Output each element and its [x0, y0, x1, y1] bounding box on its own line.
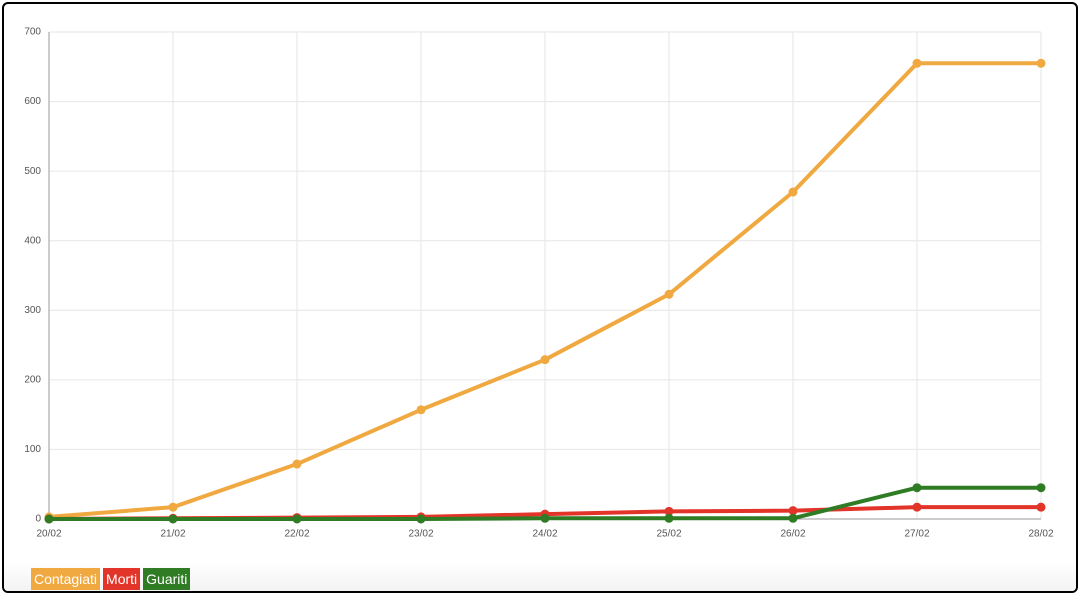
data-point	[540, 513, 550, 523]
legend-entry[interactable]: Guariti	[143, 568, 191, 590]
data-point	[1036, 58, 1046, 68]
x-tick-label: 27/02	[904, 529, 929, 540]
legend: Contagiati Morti Guariti	[31, 568, 191, 590]
legend-entry[interactable]: Morti	[103, 568, 141, 590]
data-point	[44, 514, 54, 524]
y-tick-label: 500	[24, 166, 41, 177]
x-tick-label: 23/02	[408, 529, 433, 540]
data-point	[292, 514, 302, 524]
x-tick-label: 20/02	[36, 529, 61, 540]
x-tick-label: 21/02	[160, 529, 185, 540]
data-point	[912, 483, 922, 493]
legend-entry[interactable]: Contagiati	[31, 568, 101, 590]
data-point	[168, 514, 178, 524]
data-point	[416, 514, 426, 524]
data-point	[1036, 483, 1046, 493]
data-point	[912, 502, 922, 512]
legend-area: Contagiati Morti Guariti	[4, 561, 1076, 591]
data-point	[788, 513, 798, 523]
data-point	[664, 289, 674, 299]
x-tick-label: 22/02	[284, 529, 309, 540]
chart: 0 100 200 300 400 500 600 700 20/02 21/02 22/02 23/…	[24, 27, 1054, 540]
data-point	[788, 187, 798, 197]
x-tick-label: 24/02	[532, 529, 557, 540]
y-tick-label: 600	[24, 96, 41, 107]
data-point	[664, 506, 674, 516]
x-tick-label: 28/02	[1028, 529, 1053, 540]
data-point	[292, 459, 302, 469]
y-tick-label: 300	[24, 305, 41, 316]
data-point	[788, 506, 798, 516]
y-tick-label: 700	[24, 27, 41, 38]
data-point	[1036, 502, 1046, 512]
y-tick-label: 200	[24, 374, 41, 385]
y-tick-label: 100	[24, 444, 41, 455]
x-tick-label: 26/02	[780, 529, 805, 540]
data-point	[664, 513, 674, 523]
data-point	[912, 58, 922, 68]
y-tick-label: 400	[24, 235, 41, 246]
data-point	[168, 502, 178, 512]
y-tick-label: 0	[35, 514, 41, 525]
x-tick-label: 25/02	[656, 529, 681, 540]
data-point	[416, 405, 426, 415]
data-point	[540, 355, 550, 365]
